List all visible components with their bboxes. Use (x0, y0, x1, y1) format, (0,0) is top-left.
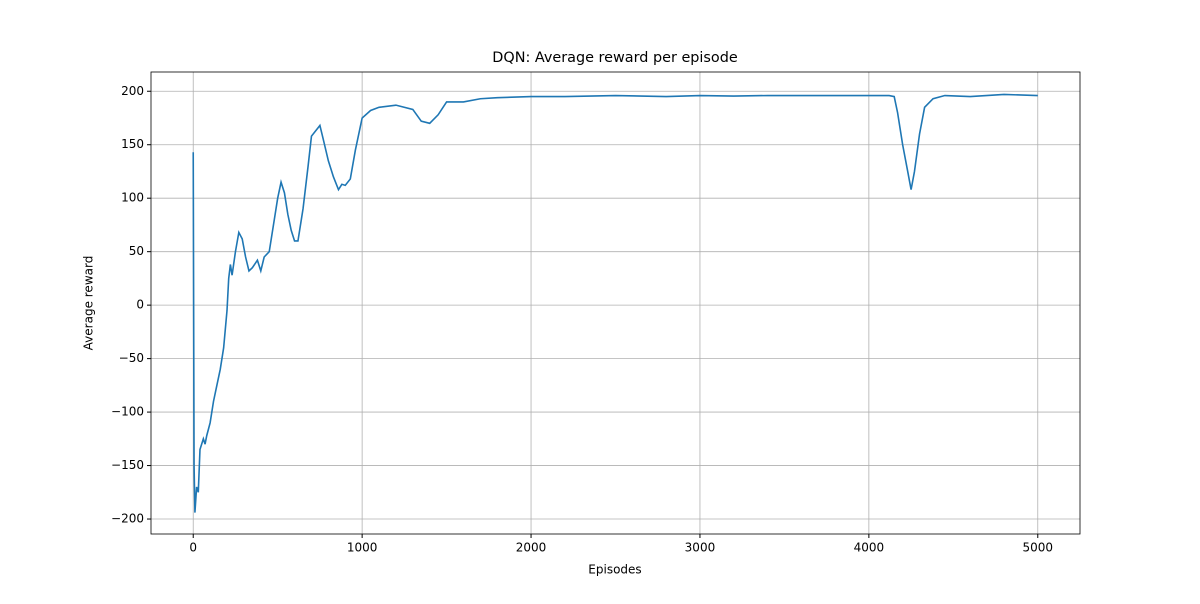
y-tick-label: 100 (121, 191, 144, 205)
x-tick-label: 2000 (516, 541, 547, 555)
y-tick-label: −50 (119, 351, 144, 365)
x-tick-label: 5000 (1022, 541, 1053, 555)
line-series (192, 93, 1038, 513)
x-tick-label: 3000 (685, 541, 716, 555)
x-tick-label: 1000 (347, 541, 378, 555)
y-axis-label: Average reward (82, 256, 96, 351)
plot-frame (150, 71, 1081, 535)
y-tick-label: 0 (136, 298, 144, 312)
y-tick-label: −200 (111, 512, 144, 526)
y-tick-label: −150 (111, 458, 144, 472)
x-tick-label: 0 (189, 541, 197, 555)
y-tick-label: 50 (129, 244, 144, 258)
chart-title: DQN: Average reward per episode (492, 50, 738, 66)
x-tick-label: 4000 (854, 541, 885, 555)
y-tick-label: 150 (121, 137, 144, 151)
y-tick-label: −100 (111, 405, 144, 419)
x-axis-label: Episodes (588, 563, 641, 577)
y-tick-label: 200 (121, 84, 144, 98)
